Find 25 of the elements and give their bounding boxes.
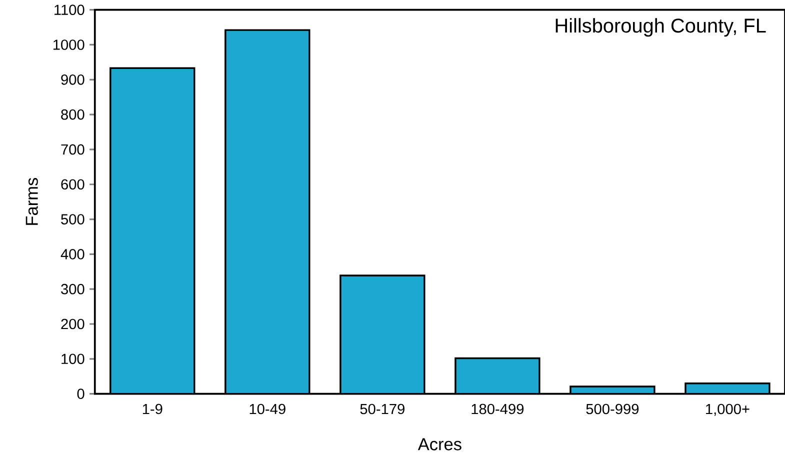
- x-axis-title: Acres: [418, 438, 462, 450]
- y-tick-label: 700: [61, 144, 84, 155]
- bar: [455, 358, 540, 394]
- y-tick-label: 600: [61, 179, 84, 190]
- x-tick-label: 180-499: [472, 404, 524, 414]
- y-tick-label: 200: [61, 318, 84, 330]
- y-tick-label: 100: [62, 354, 84, 364]
- y-axis-title: Farms: [26, 178, 38, 225]
- x-tick-label: 1-9: [142, 404, 162, 414]
- bar: [340, 275, 424, 394]
- x-tick-label: 1,000+: [706, 404, 750, 416]
- y-tick-label: 0: [77, 388, 84, 399]
- y-tick-label: 500: [61, 214, 84, 224]
- x-tick-label: 50-179: [360, 404, 404, 414]
- chart-title: Hillsborough County, FL: [556, 18, 766, 37]
- y-tick-label: 800: [61, 109, 84, 120]
- x-tick-label: 500-999: [586, 404, 639, 414]
- y-tick-label: 1000: [53, 40, 84, 50]
- bar: [225, 30, 310, 394]
- x-tick-label: 10-49: [250, 404, 286, 414]
- y-tick-label: 1100: [54, 4, 84, 15]
- y-tick-label: 300: [61, 284, 84, 294]
- y-tick-label: 900: [61, 74, 84, 85]
- y-tick-label: 400: [60, 249, 84, 260]
- bar: [110, 68, 194, 394]
